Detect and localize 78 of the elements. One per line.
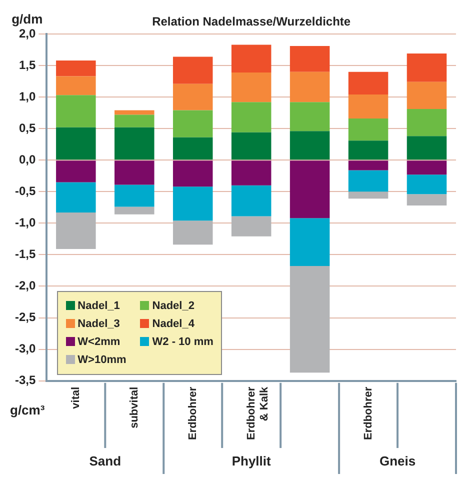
bar (406, 109, 447, 136)
bar (290, 72, 330, 102)
bar (290, 102, 330, 132)
bar (56, 76, 96, 96)
bar (290, 266, 330, 373)
bar (348, 72, 388, 95)
bar (114, 206, 154, 214)
bar (231, 160, 272, 186)
x-tick-label: vital (70, 386, 82, 409)
bar (406, 174, 447, 194)
bar (290, 46, 330, 72)
bar (406, 194, 447, 206)
bar (348, 140, 388, 160)
y-axis-title: g/dm (12, 12, 43, 27)
bar (56, 182, 96, 212)
bar (231, 72, 272, 102)
legend-label: Nadel_2 (152, 300, 194, 312)
y-tick-label: 0,5 (18, 120, 36, 135)
legend-label: W>10mm (78, 354, 126, 366)
text: Gneis (379, 454, 416, 469)
bar (172, 160, 213, 187)
bar (172, 56, 213, 84)
bar (290, 160, 330, 218)
bar (56, 60, 96, 76)
bar (290, 131, 330, 160)
legend-label: Nadel_4 (152, 318, 194, 330)
chart-title: Relation Nadelmasse/Wurzeldichte (152, 14, 351, 28)
bar (56, 160, 96, 182)
bar (406, 160, 447, 175)
bar (231, 44, 272, 72)
bar (231, 216, 272, 236)
bar (406, 54, 447, 82)
legend-label: Nadel_3 (78, 318, 120, 330)
y-tick-label: -0,5 (14, 184, 36, 198)
bar (290, 218, 330, 266)
bar (348, 118, 388, 141)
x-tick-label: Erdbohrer (362, 386, 374, 440)
bar (231, 132, 272, 160)
bar (348, 170, 388, 192)
legend-label: W<2mm (78, 336, 120, 348)
legend-label: W2 - 10 mm (152, 336, 214, 348)
y-tick-label: 0,0 (18, 152, 36, 166)
bar (114, 160, 154, 185)
bar (348, 192, 388, 199)
bar (56, 127, 96, 160)
bar (406, 82, 447, 110)
text: Phyllit (232, 454, 272, 469)
bar (348, 94, 388, 118)
bar (114, 110, 154, 115)
y-tick-label: 1,5 (18, 58, 36, 72)
bar (406, 136, 447, 160)
x-axis-title: g/cm³ (10, 402, 46, 418)
y-tick-label: -3,5 (14, 373, 36, 388)
legend-label: Nadel_1 (78, 300, 120, 312)
bar (172, 186, 213, 221)
bar (172, 84, 213, 110)
bar (114, 114, 154, 128)
bar (114, 127, 154, 160)
text: Sand (89, 454, 122, 469)
bar (172, 220, 213, 245)
bar (172, 110, 213, 138)
y-tick-label: -2,5 (14, 310, 36, 324)
bar (231, 102, 272, 132)
bar (114, 184, 154, 207)
bar (231, 185, 272, 216)
y-tick-label: -1,0 (14, 215, 36, 230)
y-tick-label: -3,0 (14, 342, 36, 356)
x-tick-label: subvital (128, 386, 140, 428)
x-tick-label: Erdbohrer & Kalk (245, 386, 271, 440)
bar (56, 95, 96, 128)
x-tick-label: Erdbohrer (186, 386, 199, 440)
y-tick-label: 1,0 (18, 89, 36, 104)
y-tick-label: 2,0 (18, 26, 36, 40)
bar (172, 137, 213, 160)
y-tick-label: -2,0 (14, 278, 36, 293)
y-tick-label: -1,5 (14, 247, 36, 262)
bar (348, 160, 388, 170)
bar (56, 212, 96, 250)
